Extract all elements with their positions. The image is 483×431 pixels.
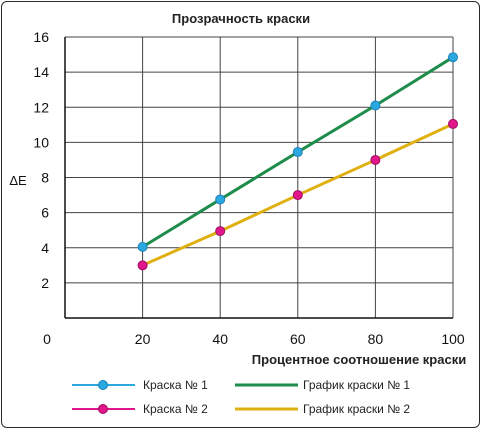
y-tick-label: 4: [41, 240, 49, 256]
data-point: [448, 52, 458, 63]
chart-title: Прозрачность краски: [172, 11, 310, 26]
data-point: [215, 226, 226, 237]
legend-item: Краска № 2: [72, 402, 208, 416]
y-tick-label: 16: [33, 29, 49, 45]
x-tick-label: 40: [212, 331, 228, 347]
x-axis-label: Процентное соотношение краски: [252, 352, 466, 367]
series-points: [137, 52, 458, 271]
y-tick-label: 8: [41, 170, 49, 186]
data-point: [137, 241, 148, 252]
y-tick-label: 10: [33, 134, 49, 150]
data-point: [448, 118, 458, 129]
tick-labels: 2 4 6 8 10 12 14 16 20 40 60 80 100 0: [33, 29, 464, 347]
legend-label: График краски № 2: [303, 402, 410, 416]
legend-item: График краски № 1: [235, 378, 410, 392]
legend-item: График краски № 2: [235, 402, 410, 416]
data-point: [137, 260, 148, 271]
x-tick-label: 60: [290, 331, 306, 347]
y-tick-label: 2: [41, 275, 49, 291]
y-axis-label: ΔE: [9, 173, 27, 188]
y-tick-label: 6: [41, 205, 49, 221]
origin-label: 0: [43, 331, 51, 347]
legend-label: Краска № 1: [143, 378, 208, 392]
data-point: [292, 147, 303, 158]
data-point: [370, 100, 381, 111]
legend-marker: [98, 404, 108, 414]
data-point: [370, 154, 381, 165]
legend-label: График краски № 1: [303, 378, 410, 392]
legend-marker: [98, 380, 108, 390]
axes: [64, 37, 453, 319]
y-tick-label: 14: [33, 64, 49, 80]
x-tick-label: 20: [135, 331, 151, 347]
data-point: [215, 194, 226, 205]
grid: [65, 36, 454, 318]
legend-label: Краска № 2: [143, 402, 208, 416]
y-tick-label: 12: [33, 99, 49, 115]
data-point: [292, 190, 303, 201]
x-tick-label: 100: [441, 331, 465, 347]
legend-item: Краска № 1: [72, 378, 208, 392]
x-tick-label: 80: [368, 331, 384, 347]
legend: Краска № 1 Краска № 2 График краски № 1 Гра…: [72, 378, 410, 416]
